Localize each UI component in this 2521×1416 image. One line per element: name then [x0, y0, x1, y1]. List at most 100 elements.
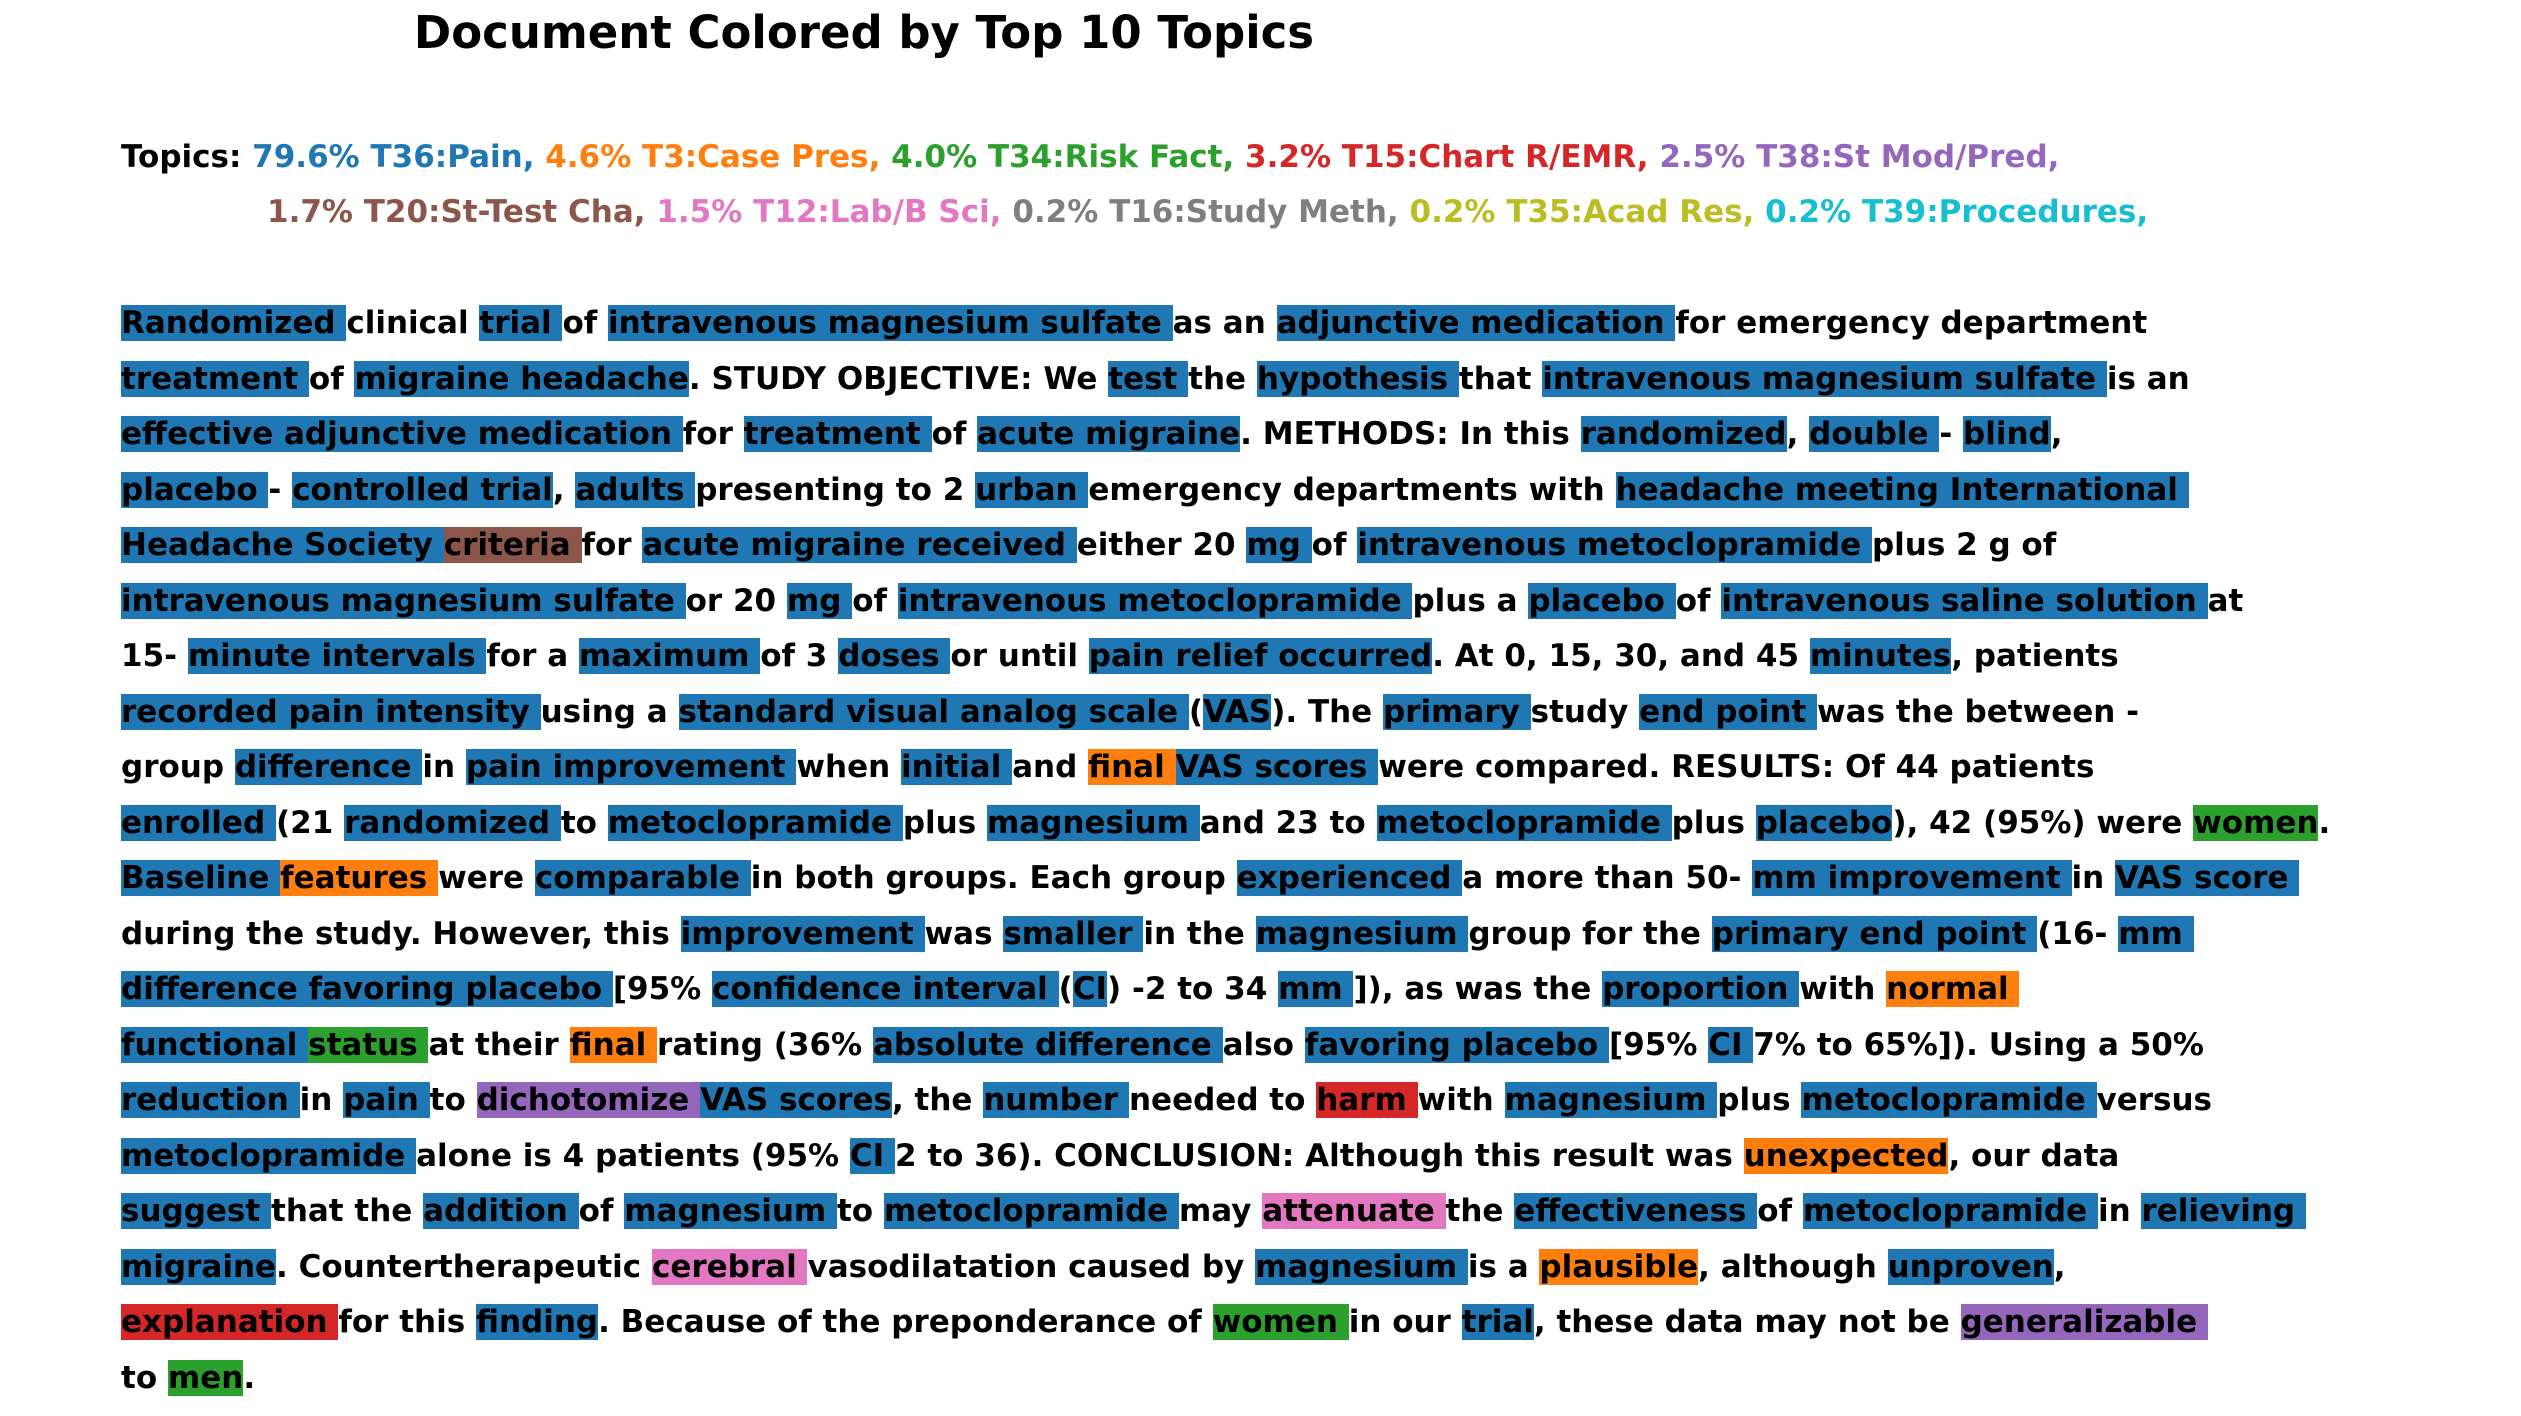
plain-text: ,: [2053, 1248, 2066, 1285]
plain-text: may: [1178, 1193, 1263, 1229]
plain-text: with: [1417, 1082, 1505, 1118]
plain-text: in: [422, 749, 466, 785]
plain-text: .: [243, 1359, 256, 1396]
highlighted-word: unproven: [1887, 1248, 2054, 1285]
plain-text: , patients: [1951, 638, 2119, 674]
plain-text: -: [1939, 416, 1964, 452]
highlighted-word: intravenous magnesium sulfate: [121, 582, 686, 619]
highlighted-word: enrolled: [121, 804, 276, 841]
highlighted-word: primary end point: [1711, 915, 2038, 952]
highlighted-word: dichotomize: [476, 1082, 701, 1118]
highlighted-word: placebo: [1528, 582, 1676, 619]
highlighted-word: metoclopramide: [121, 1137, 417, 1174]
highlighted-word: VAS score: [2115, 860, 2300, 896]
text-line: treatment of migraine headache. STUDY OB…: [121, 360, 2190, 398]
highlighted-word: effective adjunctive medication: [121, 416, 683, 452]
highlighted-word: number: [983, 1082, 1129, 1118]
plain-text: of: [1675, 582, 1722, 619]
highlighted-word: explanation: [121, 1304, 339, 1340]
plain-text: were compared. RESULTS: Of 44 patients: [1378, 749, 2095, 785]
plain-text: of 3: [760, 638, 839, 674]
plain-text: . At 0, 15, 30, and 45: [1432, 638, 1810, 674]
topic-entry: 79.6% T36:Pain,: [252, 139, 535, 175]
highlighted-word: difference: [234, 749, 423, 785]
highlighted-word: plausible: [1539, 1248, 1699, 1285]
plain-text: plus a: [1412, 582, 1529, 619]
plain-text: presenting to 2: [695, 471, 976, 508]
text-line: placebo - controlled trial, adults prese…: [121, 471, 2189, 509]
plain-text: in the: [1143, 915, 1256, 952]
plain-text: in: [299, 1082, 344, 1118]
highlighted-word: adjunctive medication: [1276, 305, 1676, 341]
highlighted-word: migraine: [121, 1248, 277, 1285]
highlighted-word: functional: [121, 1026, 309, 1063]
plain-text: either 20: [1076, 527, 1247, 563]
plain-text: plus: [1717, 1082, 1802, 1118]
plain-text: rating (36%: [657, 1026, 873, 1063]
text-line: Randomized clinical trial of intravenous…: [121, 304, 2147, 342]
highlighted-word: maximum: [578, 638, 761, 674]
plain-text: for: [581, 527, 643, 563]
topic-entry: 4.0% T34:Risk Fact,: [891, 139, 1235, 175]
plain-text: for emergency department: [1675, 305, 2148, 341]
plain-text: also: [1222, 1026, 1305, 1063]
plain-text: in our: [1348, 1304, 1462, 1340]
highlighted-word: metoclopramide: [1801, 1082, 2097, 1118]
title: Document Colored by Top 10 Topics: [413, 6, 1315, 59]
highlighted-word: difference favoring placebo: [121, 971, 613, 1007]
highlighted-word: recorded pain intensity: [121, 693, 541, 730]
highlighted-word: harm: [1316, 1082, 1418, 1118]
topic-entry: 3.2% T15:Chart R/EMR,: [1245, 139, 1649, 175]
highlighted-word: pain relief occurred: [1088, 638, 1433, 674]
plain-text: for this: [338, 1304, 476, 1340]
text-line: during the study. However, this improvem…: [121, 915, 2194, 953]
plain-text: is a: [1467, 1248, 1540, 1285]
text-line: group difference in pain improvement whe…: [121, 748, 2094, 786]
text-line: effective adjunctive medication for trea…: [121, 415, 2063, 453]
plain-text: ,: [1786, 416, 1810, 452]
plain-text: to: [121, 1359, 168, 1396]
topic-entry: 1.5% T12:Lab/B Sci,: [656, 194, 1002, 230]
highlighted-word: migraine headache: [354, 360, 689, 397]
highlighted-word: blind: [1963, 416, 2051, 452]
plain-text: for a: [486, 638, 579, 674]
topics-label: Topics:: [121, 139, 242, 175]
plain-text: of: [1311, 527, 1358, 563]
highlighted-word: attenuate: [1262, 1193, 1446, 1229]
highlighted-word: finding: [475, 1304, 599, 1340]
plain-text: ) -2 to 34: [1107, 971, 1279, 1007]
plain-text: [95%: [1609, 1026, 1709, 1063]
text-line: enrolled (21 randomized to metoclopramid…: [121, 804, 2330, 842]
plain-text: ,: [2050, 416, 2063, 452]
plain-text: a more than 50-: [1462, 860, 1753, 896]
highlighted-word: Headache Society: [121, 527, 444, 563]
highlighted-word: Randomized: [121, 305, 347, 341]
highlighted-word: comparable: [534, 860, 751, 896]
highlighted-word: CI: [849, 1137, 895, 1174]
highlighted-word: double: [1809, 416, 1940, 452]
plain-text: that the: [271, 1193, 424, 1229]
text-line: migraine. Countertherapeutic cerebral va…: [121, 1248, 2066, 1286]
plain-text: vasodilatation caused by: [807, 1248, 1256, 1285]
plain-text: was the between -: [1817, 693, 2140, 730]
topic-entry: 2.5% T38:St Mod/Pred,: [1659, 139, 2060, 175]
highlighted-word: status: [308, 1026, 429, 1063]
highlighted-word: relieving: [2141, 1193, 2306, 1229]
plain-text: . METHODS: In this: [1240, 416, 1581, 452]
plain-text: of: [578, 1193, 625, 1229]
plain-text: during the study. However, this: [121, 915, 681, 952]
plain-text: group: [121, 749, 235, 785]
plain-text: to: [429, 1082, 477, 1118]
plain-text: were: [438, 860, 535, 896]
highlighted-word: final: [569, 1026, 658, 1063]
highlighted-word: acute migraine received: [642, 527, 1077, 563]
highlighted-word: magnesium: [1255, 915, 1469, 952]
highlighted-word: hypothesis: [1256, 360, 1459, 397]
highlighted-word: acute migraine: [977, 416, 1241, 452]
plain-text: for: [682, 416, 744, 452]
highlighted-word: magnesium: [1255, 1248, 1468, 1285]
plain-text: in: [2097, 1193, 2142, 1229]
highlighted-word: mm: [1278, 971, 1354, 1007]
text-line: functional status at their final rating …: [121, 1026, 2204, 1064]
plain-text: to: [560, 804, 608, 841]
